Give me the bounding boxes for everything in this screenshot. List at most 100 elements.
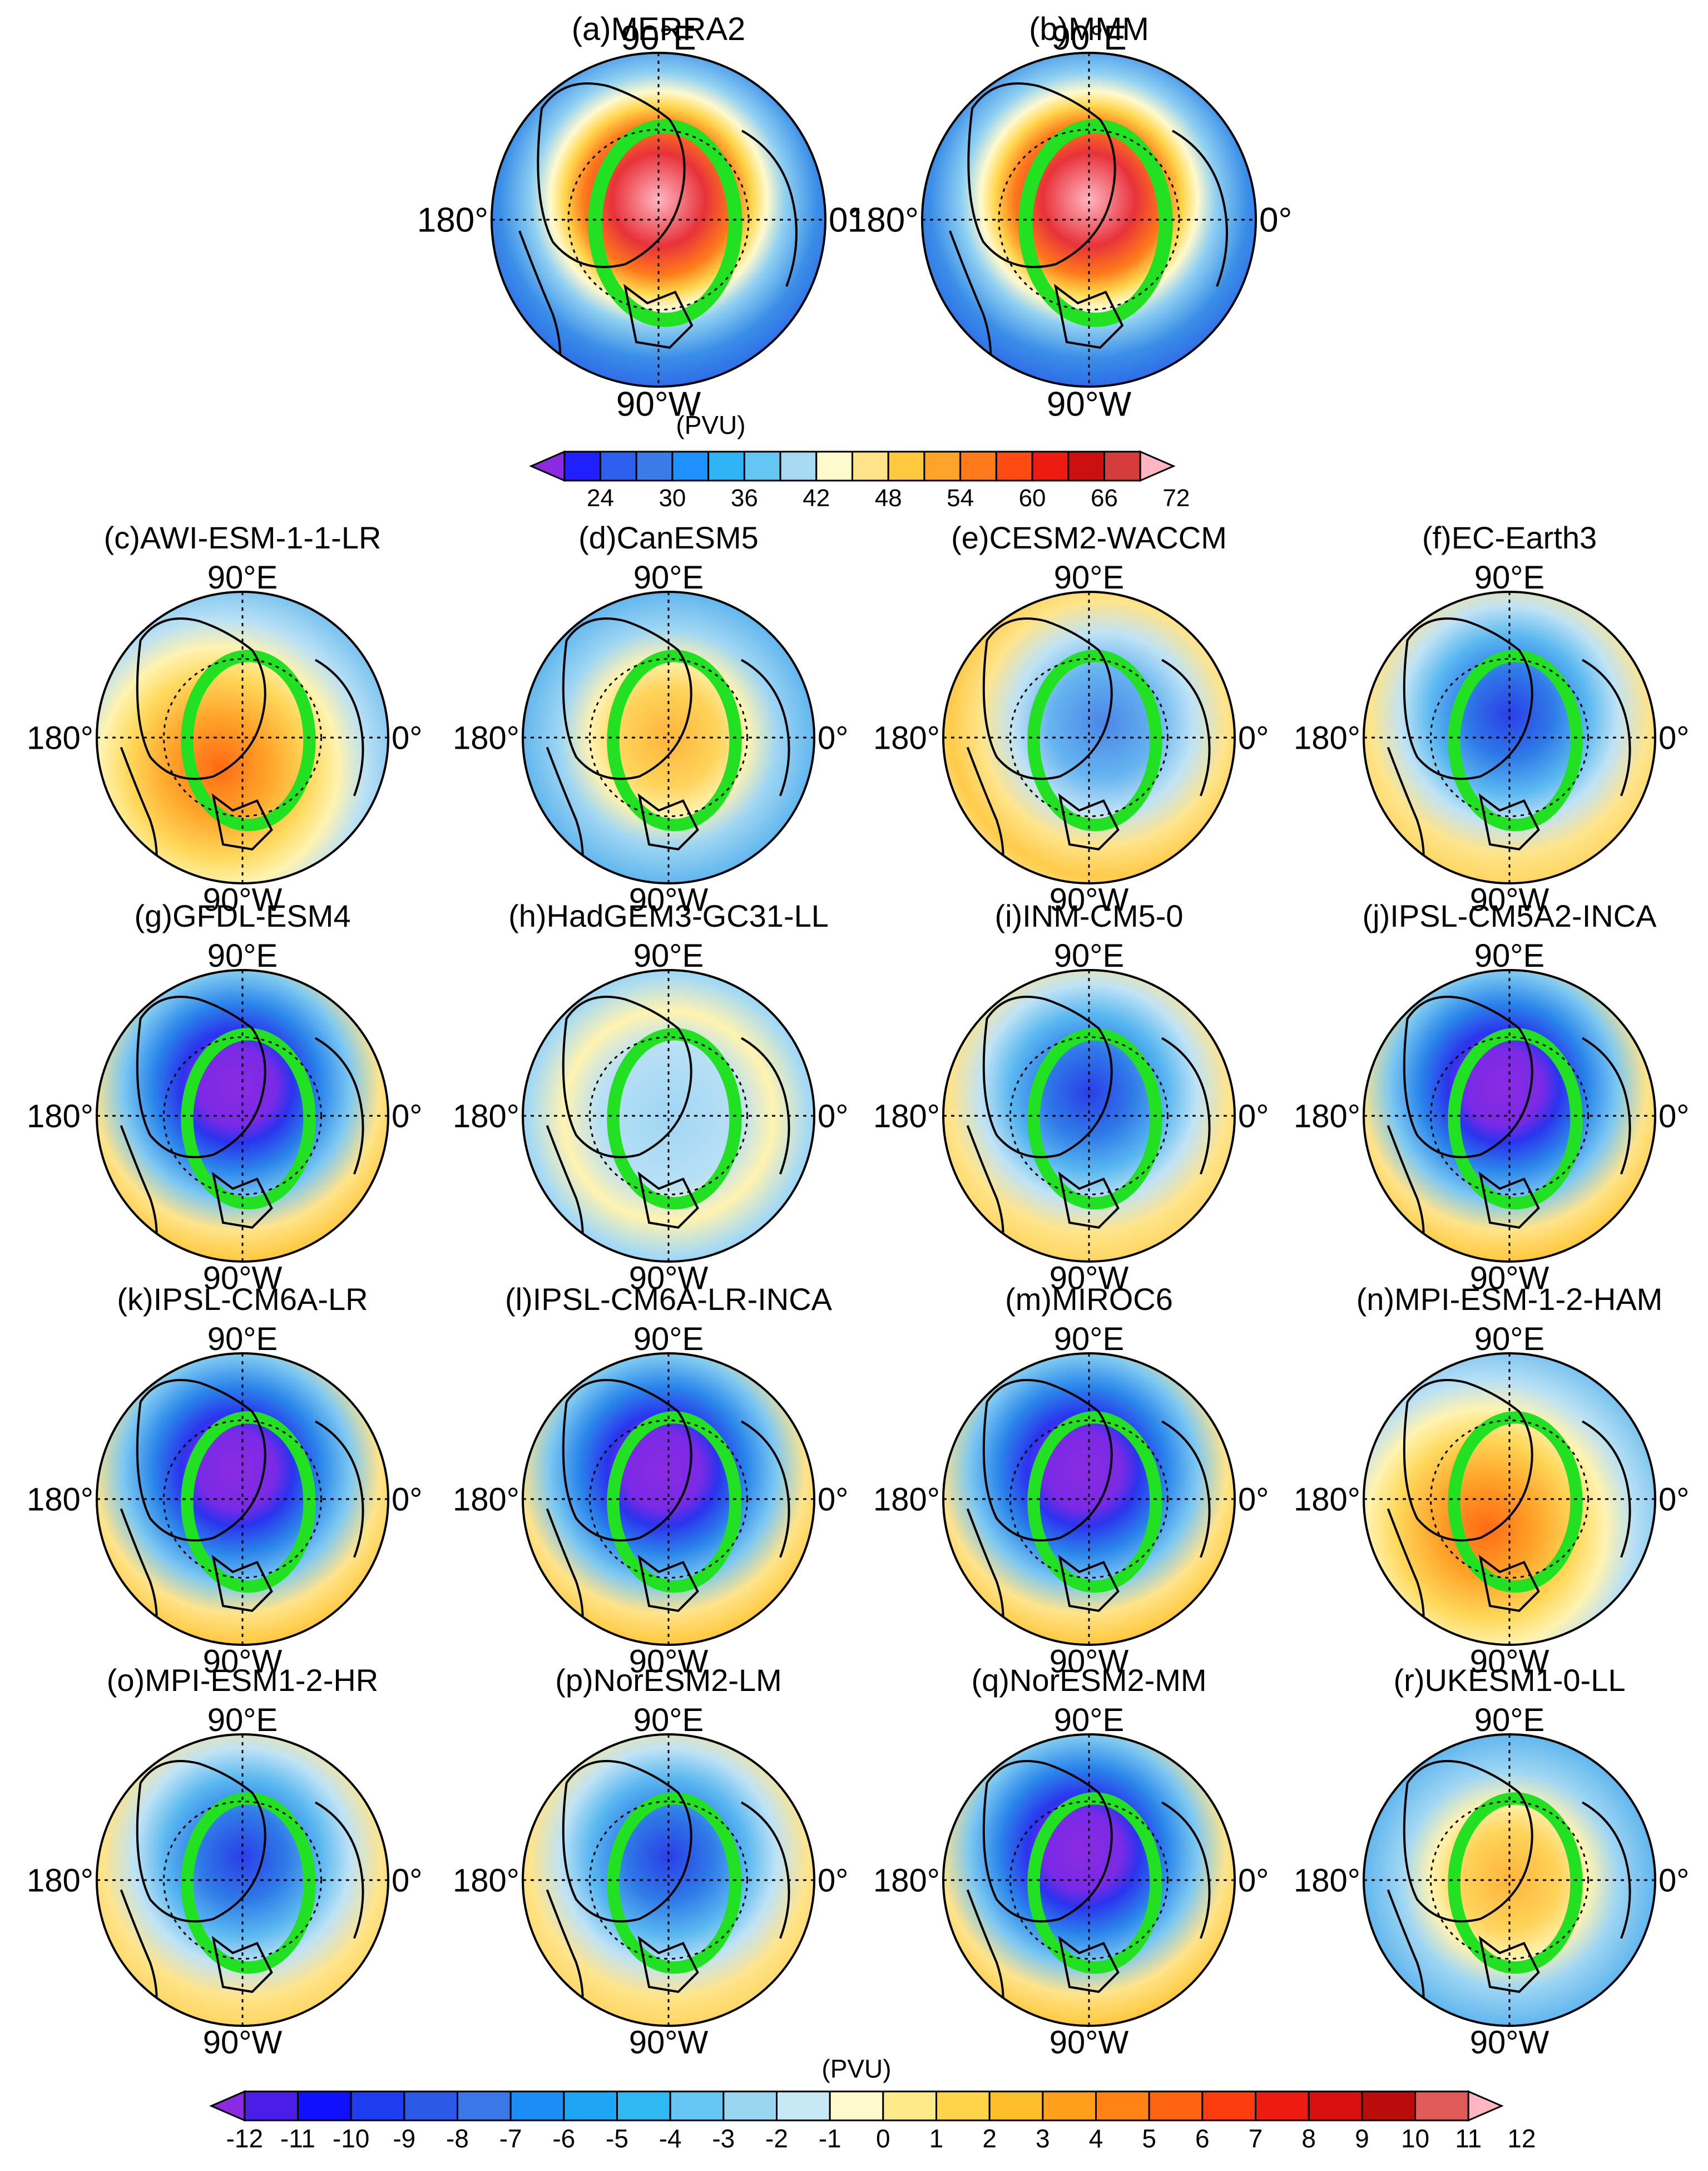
panel-d: (d)CanESM5 90°E 90°W 180° 0°: [453, 520, 848, 918]
panel-title: (m)MIROC6: [1005, 1282, 1173, 1317]
label-90e: 90°E: [633, 1321, 704, 1357]
coastline: [637, 1171, 699, 1229]
coastline: [637, 793, 699, 851]
coastline: [537, 82, 686, 268]
field-shading: [1364, 592, 1655, 883]
label-90e: 90°E: [1054, 938, 1124, 974]
vortex-edge-contour: [181, 1411, 316, 1593]
colorbar-swatch: [887, 451, 925, 482]
colorbar-swatch: [851, 451, 889, 482]
label-0: 0°: [392, 1098, 422, 1134]
coastline: [1161, 659, 1211, 797]
coastline: [1161, 1420, 1211, 1558]
colorbar-tick-label: -9: [393, 2124, 415, 2153]
coastline: [211, 1171, 273, 1229]
colorbar-tick-label: -10: [333, 2124, 369, 2153]
colorbar-swatch: [403, 2090, 458, 2121]
coastline: [1058, 1936, 1120, 1994]
coastline: [1058, 793, 1120, 851]
map-border: [1363, 1352, 1656, 1646]
label-180: 180°: [1294, 720, 1360, 756]
label-180: 180°: [873, 1481, 940, 1517]
field-shading: [1364, 1353, 1655, 1645]
map-border: [96, 1733, 389, 2027]
field-shading: [943, 592, 1235, 883]
colorbar-swatch: [923, 451, 962, 482]
colorbar-tick-label: -7: [499, 2124, 522, 2153]
label-90w: 90°W: [203, 1260, 283, 1296]
panel-c: (c)AWI-ESM-1-1-LR 90°E 90°W 180° 0°: [27, 520, 422, 918]
panel-p: (p)NorESM2-LM 90°E 90°W 180° 0°: [453, 1663, 848, 2060]
label-90w: 90°W: [1049, 2024, 1129, 2060]
panel-j: (j)IPSL-CM5A2-INCA 90°E 90°W 180° 0°: [1294, 898, 1689, 1296]
colorbar-swatch: [707, 451, 745, 482]
label-90w: 90°W: [629, 2024, 709, 2060]
colorbar-swatch: [635, 451, 674, 482]
colorbar-end-low: [529, 450, 566, 482]
coastline: [562, 617, 692, 780]
latitude-circle: [1009, 658, 1169, 817]
coastline: [136, 1379, 266, 1542]
label-90w: 90°W: [1470, 1643, 1549, 1679]
label-180: 180°: [27, 1862, 93, 1898]
colorbar-tick-label: 3: [1036, 2124, 1050, 2153]
coastline: [1582, 1420, 1631, 1558]
colorbar-swatch: [1361, 2090, 1417, 2121]
map-border: [921, 52, 1257, 388]
colorbar-swatch: [1031, 451, 1070, 482]
map-border: [491, 52, 826, 388]
coastline: [637, 1936, 699, 1994]
map-border: [522, 1733, 815, 2027]
colorbar-tick-label: 11: [1455, 2124, 1482, 2153]
map-border: [1363, 591, 1656, 884]
coastline: [211, 1936, 273, 1994]
colorbar-swatch: [1067, 451, 1105, 482]
colorbar-tick-label: 0: [876, 2124, 890, 2153]
colorbar-tick-label: -12: [226, 2124, 263, 2153]
colorbar-tick-label: -3: [712, 2124, 735, 2153]
colorbar-bottom-units: (PVU): [821, 2054, 891, 2083]
map-border: [1363, 969, 1656, 1263]
colorbar-swatch: [779, 451, 818, 482]
coastline: [1161, 1037, 1211, 1175]
panel-m: (m)MIROC6 90°E 90°W 180° 0°: [873, 1282, 1269, 1679]
colorbar-tick-label: 36: [731, 484, 758, 512]
colorbar-swatch: [1042, 2090, 1097, 2121]
label-90w: 90°W: [629, 882, 709, 918]
colorbar-swatch: [456, 2090, 512, 2121]
vortex-edge-contour: [1018, 119, 1173, 327]
label-180: 180°: [1294, 1862, 1360, 1898]
colorbar-swatch: [959, 451, 997, 482]
latitude-circle: [1430, 1420, 1589, 1579]
panel-title: (f)EC-Earth3: [1422, 520, 1597, 555]
field-shading: [1364, 970, 1655, 1262]
panel-r: (r)UKESM1-0-LL 90°E 90°W 180° 0°: [1294, 1663, 1689, 2060]
panel-title: (c)AWI-ESM-1-1-LR: [104, 520, 382, 555]
latitude-circle: [1430, 1801, 1589, 1960]
coastline: [1478, 793, 1540, 851]
label-180: 180°: [1294, 1098, 1360, 1134]
coastline: [562, 1379, 692, 1542]
label-90e: 90°E: [1054, 1702, 1124, 1738]
colorbar-swatch: [995, 451, 1033, 482]
label-0: 0°: [818, 1862, 848, 1898]
panel-h: (h)HadGEM3-GC31-LL 90°E 90°W 180° 0°: [453, 898, 848, 1296]
colorbar-swatch: [882, 2090, 938, 2121]
field-shading: [943, 970, 1235, 1262]
label-90w: 90°W: [629, 1643, 709, 1679]
colorbar-swatch: [1201, 2090, 1257, 2121]
colorbar-swatch: [1103, 451, 1141, 482]
coastline: [1058, 1171, 1120, 1229]
colorbar-tick-label: 66: [1091, 484, 1118, 512]
label-0: 0°: [818, 1098, 848, 1134]
colorbar-top: 24 30 36 42 48 54 60 66 72: [529, 450, 1190, 512]
label-180: 180°: [417, 201, 488, 240]
label-0: 0°: [392, 1481, 422, 1517]
label-90e: 90°E: [207, 938, 278, 974]
label-90e: 90°E: [1474, 1702, 1544, 1738]
field-shading: [523, 970, 814, 1262]
coastline: [637, 1555, 699, 1613]
latitude-circle: [1009, 1801, 1169, 1960]
panel-i: (i)INM-CM5-0 90°E 90°W 180° 0°: [873, 898, 1269, 1296]
colorbar-swatch: [722, 2090, 778, 2121]
